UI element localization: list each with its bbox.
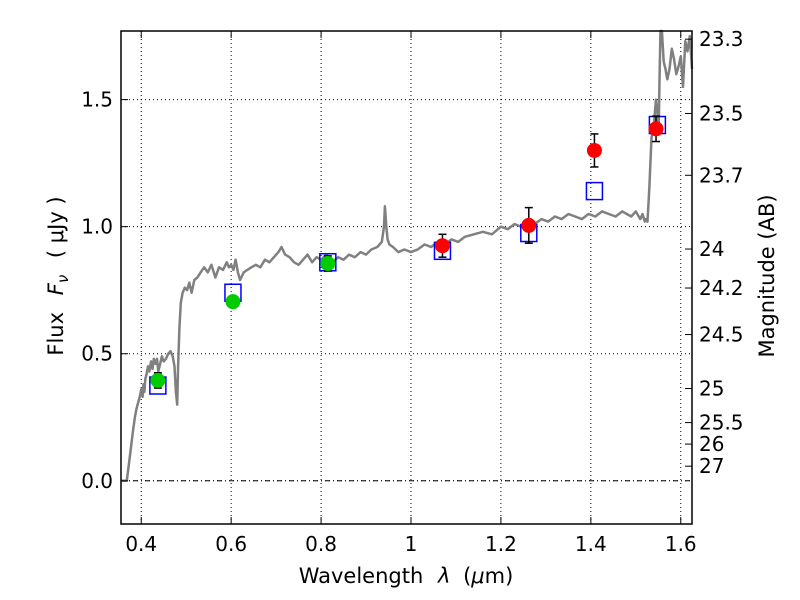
magnitude-tick-label: 23.3 [699,27,744,51]
observed-photometry-point [586,142,602,158]
magnitude-tick-label: 25 [699,377,724,401]
magnitude-tick-label: 27 [699,454,724,478]
x-tick-label: 1.4 [575,532,607,556]
x-tick-label: 1.2 [485,532,517,556]
template-spectrum-layer [121,29,694,483]
grid [121,31,692,524]
y-tick-label: 1.5 [81,88,113,112]
magnitude-tick-label: 24 [699,237,724,261]
observed-photometry-point [225,294,241,310]
x-tick-label: 0.6 [215,532,247,556]
x-axis-label: Wavelength λ (μm) [299,564,514,588]
y-tick-label: 0.0 [81,469,113,493]
magnitude-tick-label: 24.2 [699,276,744,300]
photometry-markers [149,115,667,395]
y-axis-label: Flux Fν ( μJy ) [44,196,73,355]
x-tick-label: 0.8 [305,532,337,556]
magnitude-tick-label: 26 [699,432,724,456]
magnitude-axis-label: Magnitude (AB) [755,194,779,357]
magnitude-tick-label: 23.7 [699,163,744,187]
observed-photometry-point [434,238,450,254]
observed-photometry-point [648,121,664,137]
observed-photometry-point [150,372,166,388]
magnitude-tick-label: 24.5 [699,323,744,347]
plot-frame [120,30,693,525]
y-tick-label: 1.0 [81,215,113,239]
x-tick-label: 1.6 [665,532,697,556]
axis-ticks: 0.4 0.6 0.8 1 1.2 1.4 1.6 0.0 0.5 1.0 1.5 23.3 23.5 2… [81,27,743,556]
observed-photometry-point [521,217,537,233]
y-tick-label: 0.5 [81,342,113,366]
x-tick-label: 1 [405,532,418,556]
magnitude-tick-label: 25.5 [699,411,744,435]
template-spectrum-line [121,29,694,483]
model-photometry-square [585,181,604,201]
x-tick-label: 0.4 [125,532,157,556]
observed-photometry-point [320,256,336,272]
magnitude-tick-label: 23.5 [699,101,744,125]
